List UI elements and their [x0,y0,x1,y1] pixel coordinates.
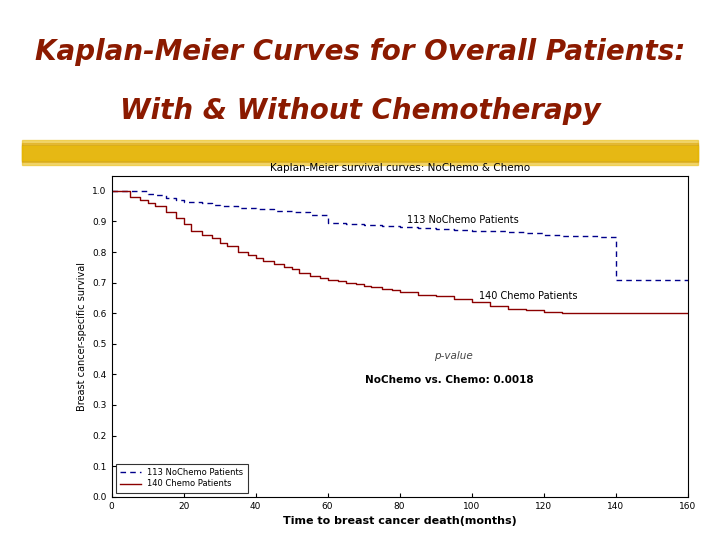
Text: NoChemo vs. Chemo: 0.0018: NoChemo vs. Chemo: 0.0018 [365,375,534,384]
Legend: 113 NoChemo Patients, 140 Chemo Patients: 113 NoChemo Patients, 140 Chemo Patients [116,464,248,492]
X-axis label: Time to breast cancer death(months): Time to breast cancer death(months) [283,516,516,526]
Bar [22,143,698,163]
Text: p-value: p-value [434,350,473,361]
Text: Kaplan-Meier Curves for Overall Patients:: Kaplan-Meier Curves for Overall Patients… [35,38,685,66]
Title: Kaplan-Meier survival curves: NoChemo & Chemo: Kaplan-Meier survival curves: NoChemo & … [269,163,530,173]
Bar [22,145,698,161]
Text: 140 Chemo Patients: 140 Chemo Patients [479,292,577,301]
Text: With & Without Chemotherapy: With & Without Chemotherapy [120,97,600,125]
Bar [22,146,698,160]
Text: 113 NoChemo Patients: 113 NoChemo Patients [407,215,518,225]
Y-axis label: Breast cancer-specific survival: Breast cancer-specific survival [77,262,87,410]
